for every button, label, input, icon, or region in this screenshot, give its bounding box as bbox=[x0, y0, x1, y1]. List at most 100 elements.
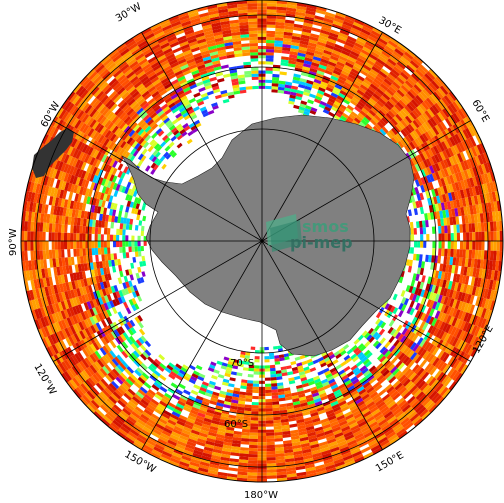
data-cell bbox=[117, 335, 125, 343]
data-cell bbox=[104, 119, 112, 129]
data-cell bbox=[201, 423, 211, 429]
data-cell bbox=[273, 425, 282, 430]
data-cell bbox=[386, 88, 395, 97]
data-cell bbox=[171, 411, 181, 418]
data-cell bbox=[368, 403, 377, 411]
data-cell bbox=[292, 32, 302, 38]
data-cell bbox=[42, 222, 47, 232]
data-cell bbox=[112, 209, 117, 217]
data-cell bbox=[195, 395, 204, 401]
data-cell bbox=[232, 440, 241, 445]
data-cell bbox=[120, 333, 127, 342]
data-cell bbox=[79, 225, 83, 234]
data-cell bbox=[111, 167, 118, 176]
data-cell bbox=[106, 111, 115, 120]
data-cell bbox=[283, 446, 293, 451]
data-cell bbox=[462, 284, 468, 294]
data-cell bbox=[214, 34, 224, 40]
data-cell bbox=[400, 84, 410, 93]
data-cell bbox=[121, 289, 127, 296]
data-cell bbox=[186, 78, 195, 84]
data-cell bbox=[411, 188, 417, 196]
data-cell bbox=[457, 340, 465, 350]
data-cell bbox=[245, 86, 253, 90]
data-cell bbox=[137, 160, 143, 167]
data-cell bbox=[157, 72, 166, 79]
data-cell bbox=[58, 223, 62, 233]
data-cell bbox=[234, 50, 243, 55]
data-cell bbox=[318, 359, 326, 365]
data-cell bbox=[463, 160, 470, 170]
data-cell bbox=[70, 334, 78, 344]
data-cell bbox=[86, 355, 95, 365]
data-cell bbox=[292, 447, 302, 453]
data-cell bbox=[86, 301, 93, 310]
data-cell bbox=[232, 37, 241, 42]
data-cell bbox=[454, 133, 462, 144]
data-cell bbox=[453, 144, 460, 155]
data-cell bbox=[86, 317, 93, 327]
data-cell bbox=[318, 64, 327, 70]
data-cell bbox=[194, 55, 203, 62]
data-cell bbox=[327, 415, 337, 421]
data-cell bbox=[67, 216, 72, 225]
data-cell bbox=[387, 415, 397, 424]
data-cell bbox=[447, 325, 455, 335]
data-cell bbox=[97, 124, 105, 134]
data-cell bbox=[341, 112, 349, 119]
data-cell bbox=[277, 391, 285, 396]
data-cell bbox=[340, 350, 347, 356]
data-cell bbox=[240, 34, 250, 38]
data-cell bbox=[135, 272, 140, 279]
data-cell bbox=[251, 76, 259, 80]
data-cell bbox=[48, 304, 55, 315]
data-cell bbox=[273, 49, 283, 54]
data-cell bbox=[375, 398, 384, 407]
data-cell bbox=[44, 204, 49, 214]
data-cell bbox=[339, 403, 349, 410]
data-cell bbox=[243, 416, 251, 421]
data-cell bbox=[328, 81, 336, 87]
data-cell bbox=[356, 417, 366, 425]
data-cell bbox=[359, 365, 367, 372]
data-cell bbox=[427, 197, 432, 206]
data-cell bbox=[469, 304, 476, 315]
data-cell bbox=[90, 148, 97, 157]
data-cell bbox=[119, 362, 127, 371]
data-cell bbox=[30, 231, 34, 241]
data-cell bbox=[342, 391, 351, 398]
data-cell bbox=[178, 437, 188, 444]
data-cell bbox=[231, 31, 241, 36]
data-cell bbox=[134, 303, 140, 310]
data-cell bbox=[110, 330, 118, 339]
data-cell bbox=[424, 352, 433, 361]
data-cell bbox=[476, 259, 481, 269]
data-cell bbox=[187, 108, 195, 115]
data-cell bbox=[448, 156, 455, 166]
data-cell bbox=[132, 350, 140, 358]
data-cell bbox=[61, 215, 66, 225]
data-cell bbox=[393, 115, 401, 124]
data-cell bbox=[150, 61, 160, 69]
data-cell bbox=[230, 405, 238, 410]
data-cell bbox=[284, 84, 292, 89]
lon-label-120w: 120°W bbox=[31, 362, 58, 397]
data-cell bbox=[284, 449, 294, 454]
data-cell bbox=[451, 337, 459, 347]
data-cell bbox=[135, 379, 144, 387]
data-cell bbox=[205, 440, 215, 446]
data-cell bbox=[137, 376, 146, 385]
data-cell bbox=[409, 307, 415, 316]
data-cell bbox=[129, 189, 135, 196]
data-cell bbox=[79, 233, 83, 241]
data-cell bbox=[47, 286, 53, 296]
data-cell bbox=[406, 143, 414, 152]
data-cell bbox=[226, 389, 234, 394]
data-cell bbox=[454, 182, 460, 191]
data-cell bbox=[248, 27, 258, 32]
data-cell bbox=[305, 394, 313, 400]
data-cell bbox=[119, 131, 126, 139]
data-cell bbox=[302, 66, 311, 71]
data-cell bbox=[169, 90, 177, 97]
data-cell bbox=[413, 389, 422, 398]
